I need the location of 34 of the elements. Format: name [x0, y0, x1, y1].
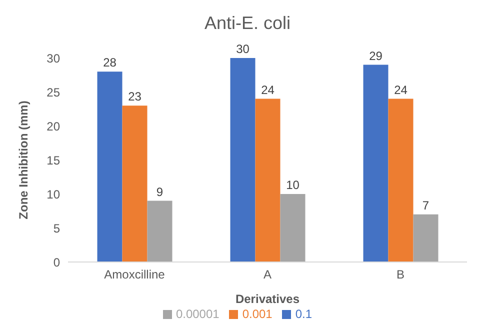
data-label: 29 — [369, 48, 383, 63]
bar — [280, 194, 306, 262]
bar — [97, 72, 122, 262]
bar — [147, 200, 172, 262]
legend-label: 0.001 — [242, 307, 272, 321]
y-axis-title: Zone Inhibition (mm) — [16, 100, 30, 220]
data-label: 30 — [236, 42, 250, 56]
bar — [122, 106, 148, 262]
data-label: 23 — [128, 90, 142, 104]
bar — [363, 64, 388, 262]
x-tick-label: A — [263, 268, 272, 282]
data-label: 28 — [103, 56, 117, 70]
y-tick-label: 15 — [46, 153, 60, 168]
data-label: 10 — [286, 178, 300, 192]
bar — [413, 214, 438, 262]
data-label: 24 — [261, 82, 275, 97]
x-tick-label: B — [396, 268, 405, 282]
bar — [388, 98, 414, 262]
chart-title: Anti-E. coli — [203, 12, 292, 35]
y-tick-label: 0 — [53, 255, 60, 270]
bar — [230, 58, 256, 262]
legend-label: 0.1 — [295, 307, 312, 321]
x-tick-label: Amoxcilline — [104, 268, 166, 282]
bar — [255, 98, 280, 262]
y-tick-label: 20 — [46, 119, 60, 134]
data-label: 7 — [422, 198, 430, 212]
data-label: 24 — [394, 82, 408, 97]
y-tick-label: 30 — [46, 51, 60, 66]
y-tick-label: 5 — [53, 221, 60, 236]
data-label: 9 — [156, 184, 164, 199]
y-tick-label: 10 — [46, 187, 60, 202]
x-axis-title: Derivatives — [235, 292, 300, 306]
legend-label: 0.00001 — [176, 307, 220, 321]
y-tick-label: 25 — [46, 85, 60, 100]
